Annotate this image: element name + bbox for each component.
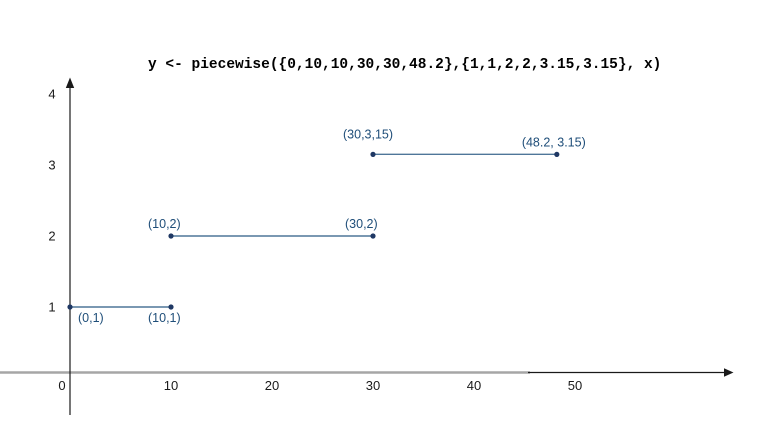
- point-label: (10,2): [148, 217, 181, 231]
- data-point: [370, 233, 376, 239]
- x-axis-tick-labels: 0 10 20 30 40 50: [58, 378, 582, 393]
- point-label: (10,1): [148, 311, 181, 325]
- point-label: (48.2, 3.15): [522, 135, 586, 149]
- x-axis-arrowhead-icon: [724, 368, 734, 377]
- y-axis-arrowhead-icon: [65, 77, 75, 88]
- point-labels: (0,1) (10,1) (10,2) (30,2) (30,3,15) (48.2, 3…: [78, 127, 586, 325]
- data-point: [168, 233, 174, 239]
- x-tick-label: 30: [366, 378, 380, 393]
- y-tick-label: 4: [48, 87, 55, 102]
- point-label: (30,3,15): [343, 127, 393, 141]
- x-tick-label: 40: [467, 378, 481, 393]
- plot-title: y <- piecewise({0,10,10,30,30,48.2},{1,1…: [148, 57, 662, 73]
- y-tick-label: 1: [48, 300, 55, 315]
- function-segments: [70, 153, 557, 308]
- x-tick-label: 50: [568, 378, 582, 393]
- data-point: [67, 304, 73, 310]
- y-tick-label: 3: [48, 158, 55, 173]
- x-tick-label: 10: [164, 378, 178, 393]
- x-tick-label: 20: [265, 378, 279, 393]
- x-tick-label: 0: [58, 378, 65, 393]
- y-axis-tick-labels: 1 2 3 4: [48, 87, 55, 315]
- data-points: [67, 151, 560, 310]
- data-point: [370, 151, 376, 157]
- data-point: [168, 304, 174, 310]
- y-tick-label: 2: [48, 229, 55, 244]
- data-point: [554, 151, 560, 157]
- point-label: (30,2): [345, 217, 378, 231]
- point-label: (0,1): [78, 311, 104, 325]
